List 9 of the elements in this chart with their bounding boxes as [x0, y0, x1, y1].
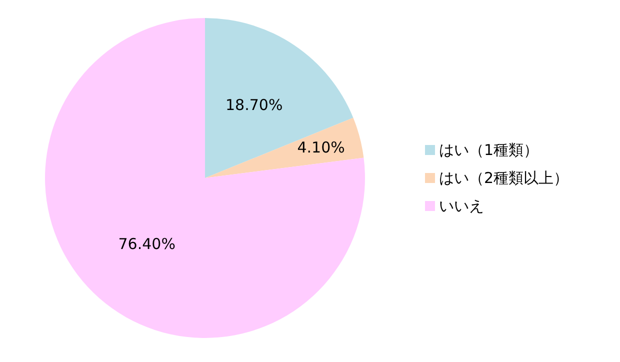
data-label: 18.70% [226, 96, 283, 114]
data-label: 4.10% [297, 138, 345, 157]
pie-slice [45, 18, 365, 338]
legend-label: はい（2種類以上） [439, 169, 569, 187]
legend-label: いいえ [439, 197, 484, 215]
legend-label: はい（1種類） [439, 141, 539, 159]
pie-slice [205, 18, 354, 178]
pie-slice [205, 118, 364, 178]
data-label: 76.40% [118, 235, 176, 254]
